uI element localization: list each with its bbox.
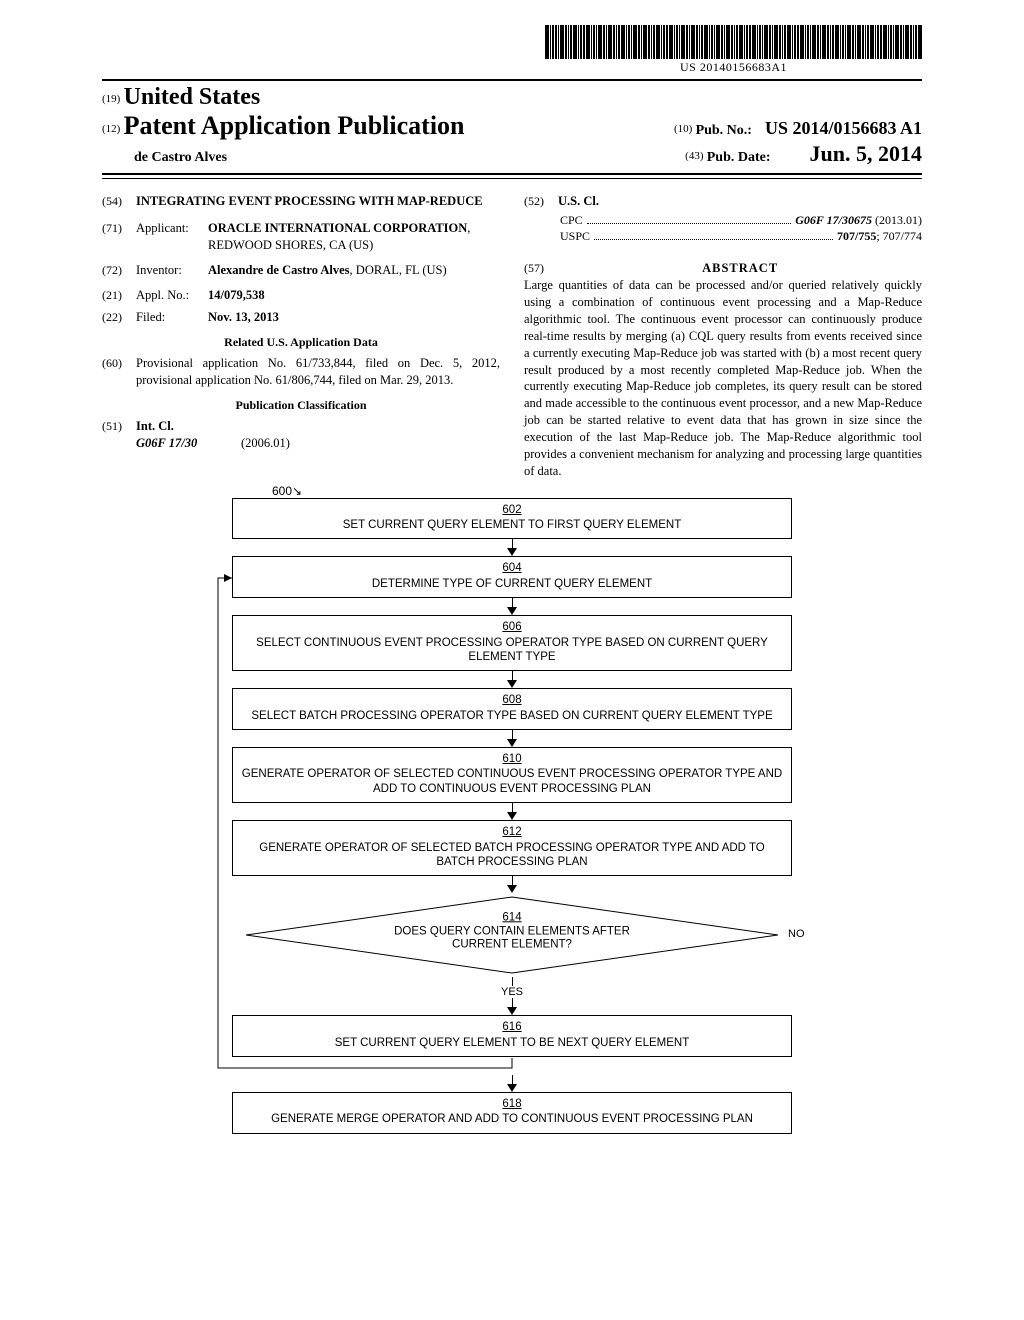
code-19: (19)	[102, 93, 120, 105]
cpc-label: CPC	[560, 212, 583, 228]
pub-number: US 2014/0156683 A1	[765, 118, 922, 138]
uspc-label: USPC	[560, 228, 590, 244]
uspc-val: 707/755	[837, 228, 876, 244]
pub-date: Jun. 5, 2014	[810, 141, 922, 166]
filed-date: Nov. 13, 2013	[208, 309, 500, 326]
flow-box-606: 606 SELECT CONTINUOUS EVENT PROCESSING O…	[232, 615, 792, 671]
flow-ref: 600↘	[272, 484, 302, 498]
abstract-label: ABSTRACT	[561, 260, 919, 277]
flow-box-612: 612 GENERATE OPERATOR OF SELECTED BATCH …	[232, 820, 792, 876]
flow-box-618: 618 GENERATE MERGE OPERATOR AND ADD TO C…	[232, 1092, 792, 1134]
patent-page: US 20140156683A1 (19) United States (12)…	[102, 25, 922, 1134]
code-57: (57)	[524, 260, 558, 276]
cpc-val: G06F 17/30675	[795, 212, 872, 228]
inventor-short: de Castro Alves	[102, 150, 227, 166]
uscl-label: U.S. Cl.	[558, 193, 922, 210]
code-51: (51)	[102, 418, 136, 452]
filed-label: Filed:	[136, 309, 208, 326]
flow-box-604: 604 DETERMINE TYPE OF CURRENT QUERY ELEM…	[232, 556, 792, 598]
code-12: (12)	[102, 123, 120, 135]
code-22: (22)	[102, 309, 136, 326]
barcode-graphic	[545, 25, 922, 59]
code-71: (71)	[102, 220, 136, 254]
pubclass-title: Publication Classification	[102, 397, 500, 413]
left-column: (54) INTEGRATING EVENT PROCESSING WITH M…	[102, 193, 500, 480]
country: United States	[124, 84, 261, 110]
code-72: (72)	[102, 262, 136, 279]
right-column: (52) U.S. Cl. CPC G06F 17/30675 (2013.01…	[524, 193, 922, 480]
inventor-name: Alexandre de Castro Alves	[208, 263, 350, 277]
intcl-label: Int. Cl.	[136, 418, 500, 435]
cpc-year: (2013.01)	[875, 212, 922, 228]
inventor-label: Inventor:	[136, 262, 208, 279]
applicant-label: Applicant:	[136, 220, 208, 254]
flow-decision-614: 614 DOES QUERY CONTAIN ELEMENTS AFTER CU…	[232, 893, 792, 977]
yes-label: YES	[501, 986, 523, 998]
intcl-class: G06F 17/30	[136, 436, 197, 450]
code-52: (52)	[524, 193, 558, 210]
inventor-loc: , DORAL, FL (US)	[350, 263, 447, 277]
code-21: (21)	[102, 287, 136, 304]
applno-label: Appl. No.:	[136, 287, 208, 304]
pub-type: Patent Application Publication	[124, 111, 465, 140]
flow-box-616: 616 SET CURRENT QUERY ELEMENT TO BE NEXT…	[232, 1015, 792, 1057]
invention-title: INTEGRATING EVENT PROCESSING WITH MAP-RE…	[136, 193, 500, 210]
header-line1: (19) United States	[102, 84, 922, 111]
pubno-label: Pub. No.:	[696, 123, 752, 138]
flowchart: 600↘ 602 SET CURRENT QUERY ELEMENT TO FI…	[232, 498, 792, 1134]
barcode-block: US 20140156683A1	[102, 25, 922, 75]
barcode-text: US 20140156683A1	[545, 60, 922, 75]
appl-number: 14/079,538	[208, 287, 500, 304]
pubdate-label: Pub. Date:	[707, 150, 771, 165]
flow-box-608: 608 SELECT BATCH PROCESSING OPERATOR TYP…	[232, 688, 792, 730]
flow-box-610: 610 GENERATE OPERATOR OF SELECTED CONTIN…	[232, 747, 792, 803]
intcl-year: (2006.01)	[241, 436, 290, 450]
uspc-extra: ; 707/774	[876, 228, 922, 244]
abstract-text: Large quantities of data can be processe…	[524, 277, 922, 480]
code-43: (43)	[685, 150, 703, 162]
provisional-text: Provisional application No. 61/733,844, …	[136, 355, 500, 389]
code-60: (60)	[102, 355, 136, 389]
related-title: Related U.S. Application Data	[102, 334, 500, 350]
applicant-name: ORACLE INTERNATIONAL CORPORATION	[208, 221, 467, 235]
code-54: (54)	[102, 193, 136, 210]
flow-box-602: 602 SET CURRENT QUERY ELEMENT TO FIRST Q…	[232, 498, 792, 540]
no-label: NO	[788, 928, 805, 940]
code-10: (10)	[674, 123, 692, 135]
